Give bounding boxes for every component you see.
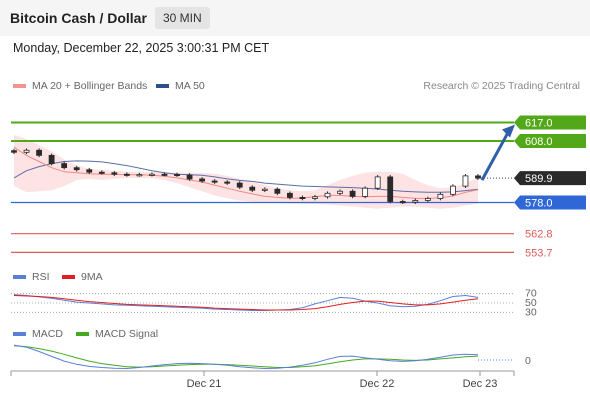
legend-swatch-rsi xyxy=(13,275,26,279)
rsi-line xyxy=(13,294,479,311)
candle-body xyxy=(324,192,331,198)
candle-body xyxy=(424,198,431,201)
candle-body xyxy=(174,174,180,177)
rsi-level-label-70: 70 xyxy=(525,288,537,300)
candle-body xyxy=(211,180,218,183)
rsi-level-label-50: 50 xyxy=(525,297,537,309)
candle-body xyxy=(312,196,318,199)
candle-body xyxy=(462,175,469,187)
legend-swatch-ma9 xyxy=(62,275,75,279)
legend-label-ma9: 9MA xyxy=(81,271,103,283)
candle-body xyxy=(98,171,105,174)
candle-body xyxy=(61,163,68,169)
macd-zero-label: 0 xyxy=(525,355,531,367)
legend-ma50: MA 50 xyxy=(156,80,205,92)
candle-body xyxy=(11,150,17,153)
candle-body xyxy=(261,188,268,191)
candle-body xyxy=(249,186,256,191)
candle-body xyxy=(362,187,369,197)
legend-swatch-macd xyxy=(13,332,26,336)
level-tag-578.0 xyxy=(514,195,586,210)
level-label-553.7: 553.7 xyxy=(525,247,553,259)
ma20-line xyxy=(13,146,479,199)
legend-ma20-bollinger: MA 20 + Bollinger Bands xyxy=(13,80,147,92)
candle-body xyxy=(161,173,168,176)
legend-label-ma50: MA 50 xyxy=(175,80,205,92)
forecast-arrowhead xyxy=(502,124,515,138)
ma50-line xyxy=(13,160,479,193)
legend-label-macd-signal: MACD Signal xyxy=(95,328,159,340)
level-label-589.9: 589.9 xyxy=(525,173,553,185)
level-tag-589.9 xyxy=(514,171,586,186)
legend-swatch-ma50 xyxy=(156,84,169,88)
legend-rsi-ma9: 9MA xyxy=(62,271,103,283)
candle-body xyxy=(136,174,143,177)
candle-body xyxy=(149,173,155,176)
legend-swatch-macd-signal xyxy=(76,332,89,336)
level-label-562.8: 562.8 xyxy=(525,229,553,241)
rsi-ma9-line xyxy=(13,295,479,311)
candle-body xyxy=(111,172,118,175)
legend-label-rsi: RSI xyxy=(32,271,50,283)
legend-label-macd: MACD xyxy=(32,328,63,340)
candle-body xyxy=(36,149,42,156)
x-tick-label: Dec 21 xyxy=(187,378,222,390)
research-credit: Research © 2025 Trading Central xyxy=(423,80,580,92)
bollinger-band xyxy=(14,134,478,209)
level-label-617.0: 617.0 xyxy=(525,118,553,130)
timeframe-selector[interactable]: 30 MIN xyxy=(155,7,210,29)
legend-swatch-ma20 xyxy=(13,84,26,88)
candle-body xyxy=(387,176,394,202)
candle-body xyxy=(86,169,93,173)
candle-body xyxy=(23,149,30,153)
level-label-608.0: 608.0 xyxy=(525,136,553,148)
x-tick-label: Dec 23 xyxy=(463,378,498,390)
candle-body xyxy=(437,193,444,199)
candle-body xyxy=(450,185,456,195)
instrument-title: Bitcoin Cash / Dollar xyxy=(10,10,147,26)
header-bar: Bitcoin Cash / Dollar 30 MIN xyxy=(0,0,590,36)
candle-body xyxy=(123,173,130,176)
candle-body xyxy=(412,200,419,203)
macd-line xyxy=(13,344,479,370)
candle-body xyxy=(224,181,231,184)
candle-body xyxy=(274,188,281,194)
candle-body xyxy=(186,174,193,180)
legend-label-ma20: MA 20 + Bollinger Bands xyxy=(32,80,148,92)
level-tag-617.0 xyxy=(514,115,586,130)
candle-body xyxy=(73,167,80,171)
rsi-level-label-30: 30 xyxy=(525,306,537,318)
candle-body xyxy=(349,190,356,197)
legend-macd-signal: MACD Signal xyxy=(76,328,158,340)
x-tick-label: Dec 22 xyxy=(360,378,395,390)
legend-macd: MACD xyxy=(13,328,63,340)
forecast-arrow xyxy=(480,131,510,181)
candle-body xyxy=(399,201,406,204)
candle-body xyxy=(199,178,206,182)
level-label-578.0: 578.0 xyxy=(525,198,553,210)
candles xyxy=(11,148,481,204)
macd-signal-line xyxy=(13,345,479,368)
timestamp: Monday, December 22, 2025 3:00:31 PM CET xyxy=(13,41,270,55)
legend-rsi: RSI xyxy=(13,271,50,283)
level-tag-608.0 xyxy=(514,134,586,149)
candle-body xyxy=(48,154,55,164)
candle-body xyxy=(236,182,243,188)
candle-body xyxy=(286,192,293,198)
candle-body xyxy=(337,190,343,194)
candle-body xyxy=(299,197,306,200)
candle-body xyxy=(374,176,381,189)
